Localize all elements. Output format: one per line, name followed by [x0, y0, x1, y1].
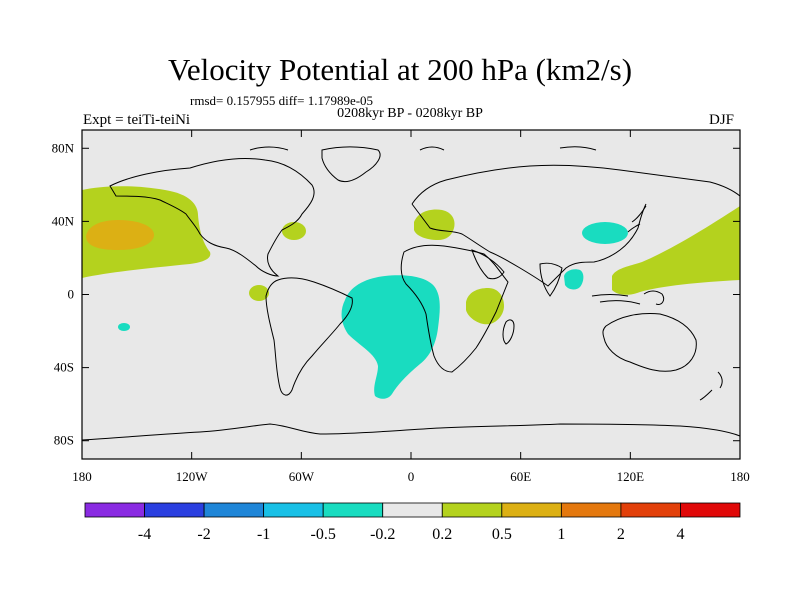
colorbar-label: 0.5 [492, 526, 512, 543]
x-tick-label: 180 [730, 469, 750, 484]
colorbar-swatch [501, 502, 562, 518]
chart-title: Velocity Potential at 200 hPa (km2/s) [167, 52, 633, 87]
region-mediterranean-positive [414, 209, 455, 240]
period-label: 0208kyr BP - 0208kyr BP [337, 106, 483, 121]
y-tick-label: 0 [68, 287, 75, 302]
colorbar-swatch [322, 502, 384, 518]
y-tick-label: 80N [52, 140, 75, 155]
y-tick-label: 40S [54, 360, 74, 375]
experiment-label: Expt = teiTi-teiNi [83, 112, 191, 128]
x-tick-label: 60E [510, 469, 531, 484]
x-tick-label: 120E [617, 469, 645, 484]
coastline-india [539, 262, 563, 297]
colorbar-label: 2 [617, 526, 625, 543]
coastline-australia [602, 313, 697, 372]
coastline-north-america [109, 157, 315, 277]
x-tick-label: 60W [289, 469, 315, 484]
colorbar-swatch [263, 502, 324, 518]
colorbar-swatch [441, 502, 503, 518]
colorbar-swatch [203, 502, 265, 518]
coastline-arabia [471, 249, 505, 280]
colorbar-swatch [382, 502, 443, 518]
region-south-pacific-negative [118, 323, 130, 331]
coastlines [81, 146, 741, 441]
colorbar-label: 4 [676, 526, 684, 543]
coastline-new-zealand [699, 371, 723, 401]
stats-text: rmsd= 0.157955 diff= 1.17989e-05 [190, 93, 374, 108]
region-tropical-atlantic-negative [341, 275, 440, 399]
colorbar-swatch [620, 502, 681, 518]
coastline-indonesia [591, 290, 665, 305]
colorbar-label: -0.2 [370, 526, 395, 543]
coastline-greenland [321, 146, 381, 183]
colorbar: -4 -2 -1 -0.5 -0.2 0.2 0.5 1 2 4 [84, 502, 741, 543]
season-label: DJF [709, 112, 735, 128]
region-west-pacific-positive [612, 206, 740, 295]
x-tick-label: 120W [176, 469, 209, 484]
coastline-eurasia [411, 164, 741, 287]
colorbar-label: -0.5 [311, 526, 336, 543]
region-east-asia-negative [582, 222, 628, 244]
colorbar-swatch [144, 502, 205, 518]
colorbar-label: 1 [557, 526, 565, 543]
region-bay-of-bengal-negative [564, 269, 584, 290]
region-north-atlantic-positive [282, 222, 306, 240]
colorbar-swatch [84, 502, 145, 518]
colorbar-label: -4 [138, 526, 151, 543]
colorbar-label: -1 [257, 526, 270, 543]
colorbar-label: 0.2 [432, 526, 452, 543]
x-tick-label: 0 [408, 469, 415, 484]
x-tick-label: 180 [72, 469, 92, 484]
region-north-pacific-core [86, 220, 155, 250]
coastline-arctic-islands [249, 146, 597, 151]
colorbar-swatch [560, 502, 622, 518]
colorbar-swatch [680, 502, 741, 518]
region-east-pacific-positive [249, 285, 269, 301]
coastline-antarctica [81, 423, 741, 441]
colorbar-label: -2 [197, 526, 210, 543]
x-axis: 180 120W 60W 0 60E 120E 180 [72, 130, 750, 484]
y-tick-label: 40N [52, 213, 75, 228]
y-tick-label: 80S [54, 433, 74, 448]
coastline-japan [627, 205, 647, 233]
coastline-south-america [265, 277, 353, 396]
coastline-madagascar [502, 319, 515, 345]
y-axis: 80N 40N 0 40S 80S [52, 140, 740, 448]
